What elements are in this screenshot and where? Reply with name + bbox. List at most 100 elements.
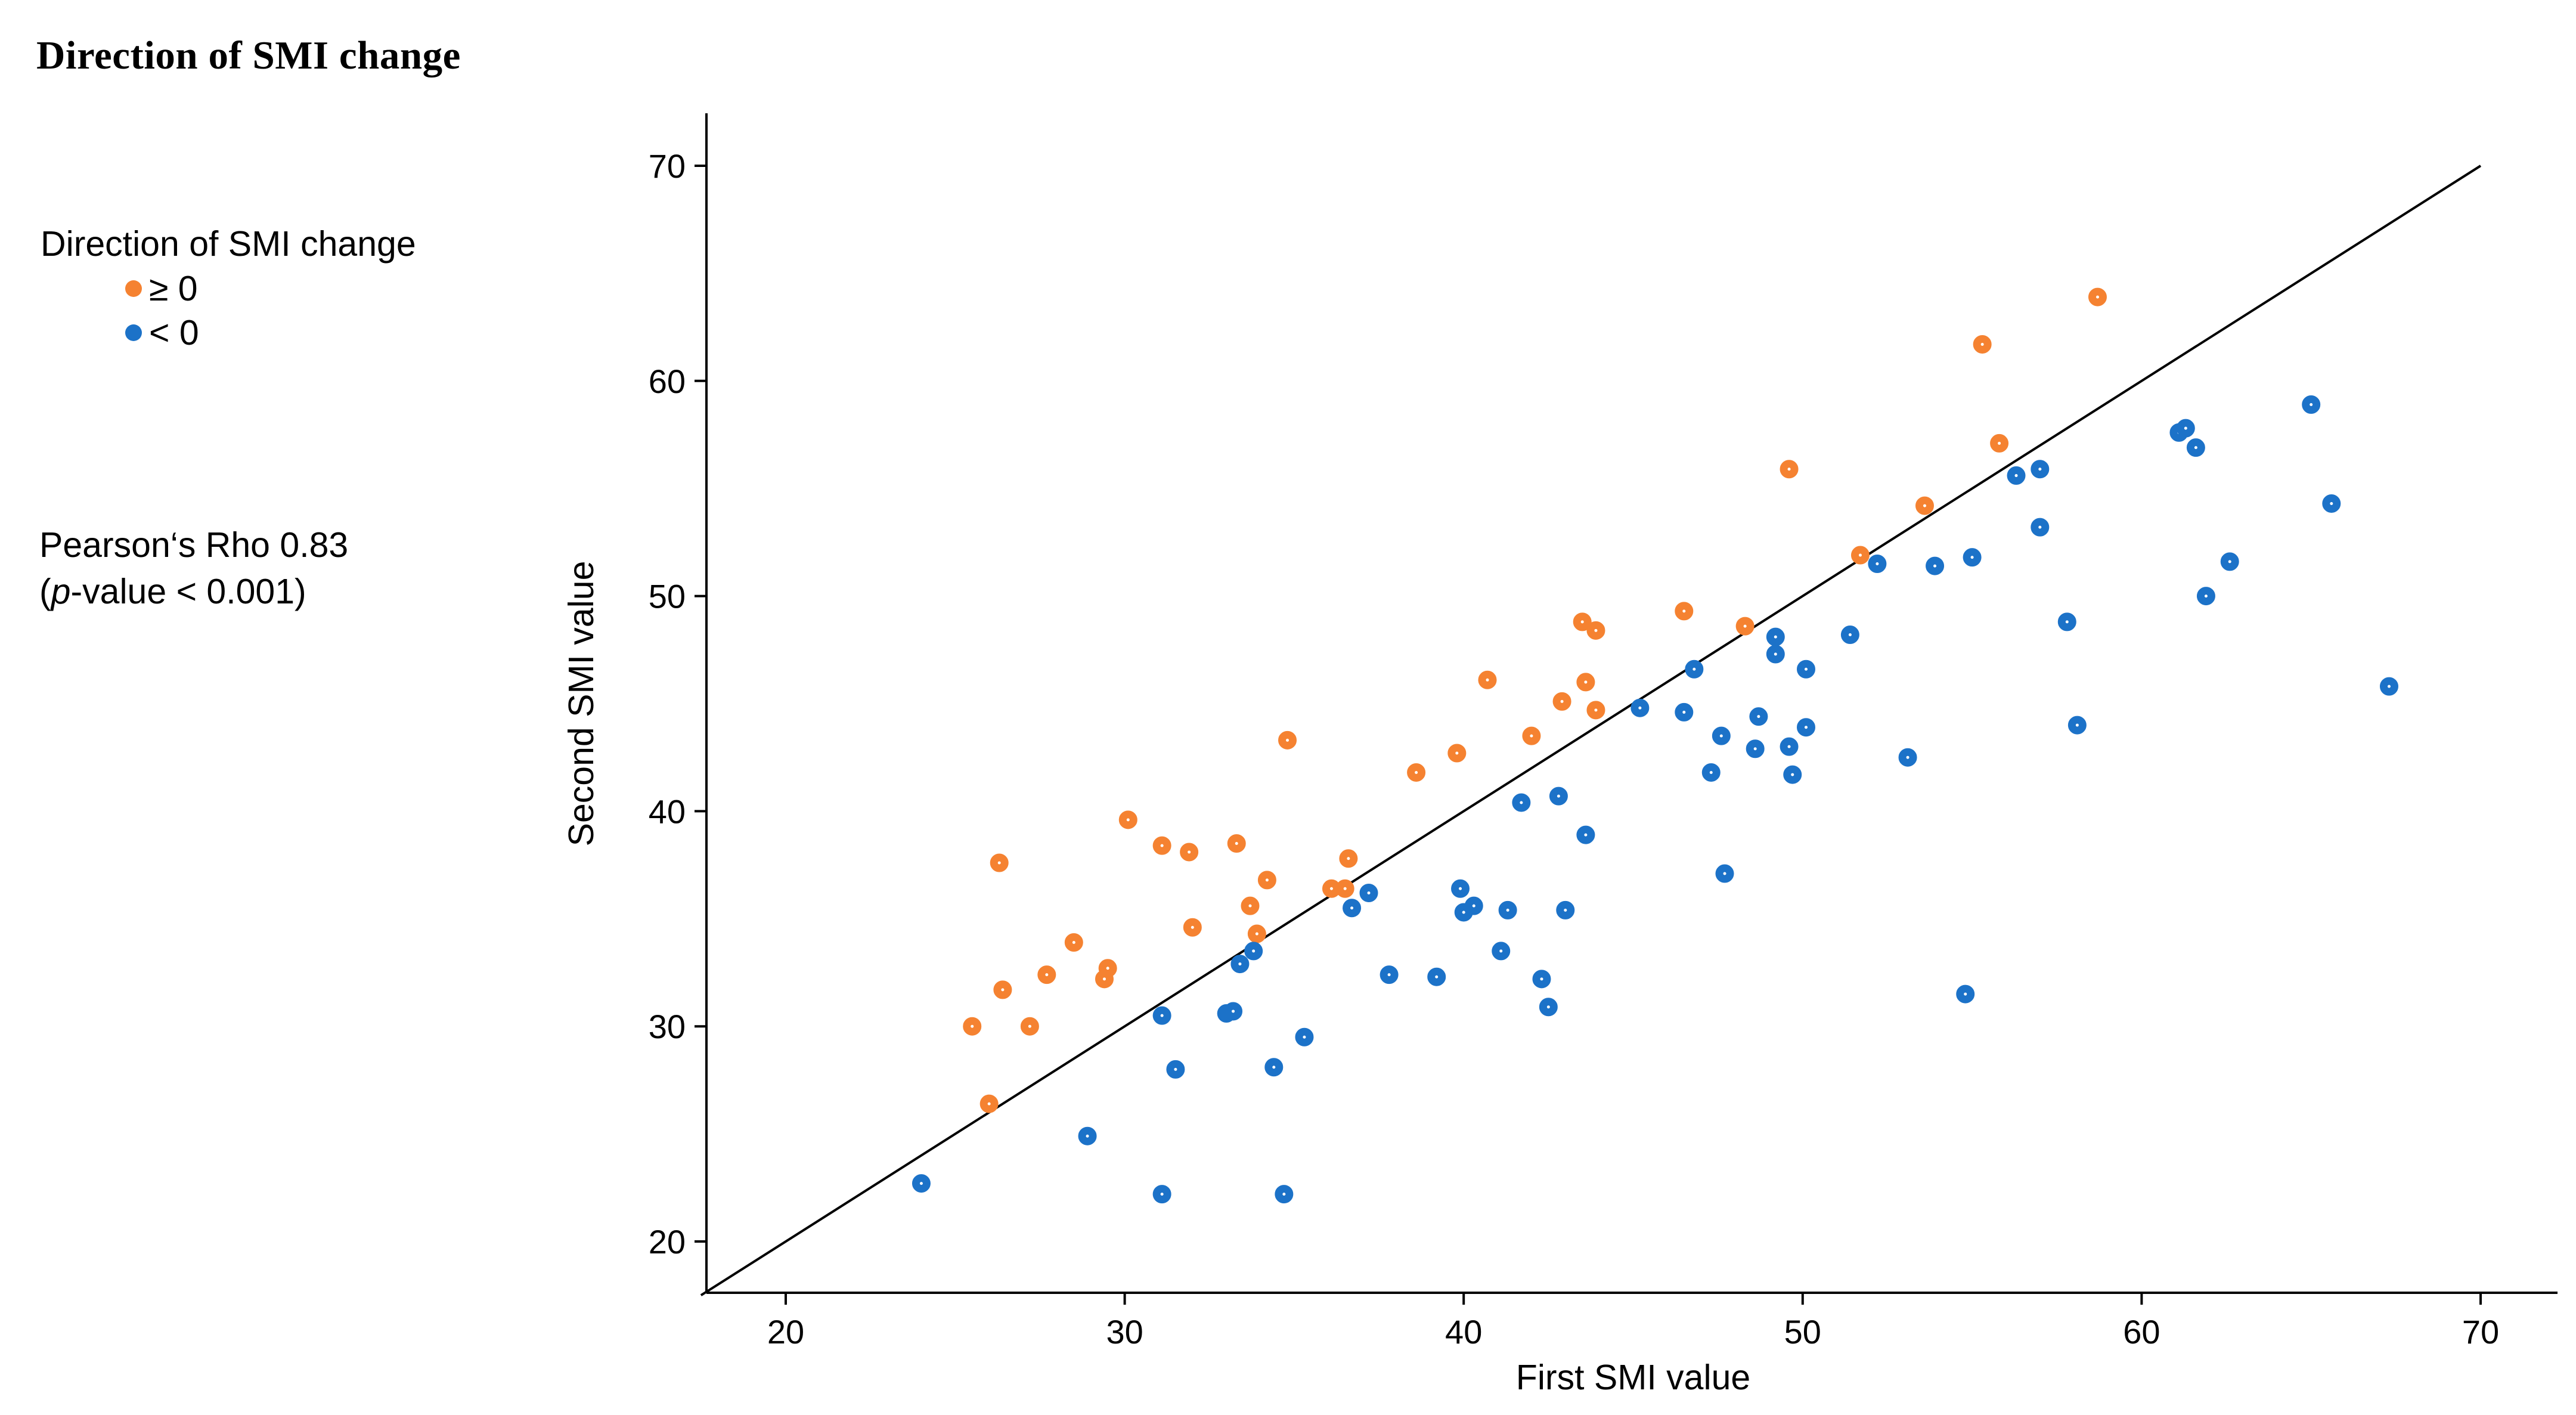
data-point-center [1272, 1066, 1276, 1069]
data-point-center [1350, 906, 1354, 910]
data-point-center [1459, 887, 1462, 890]
data-point-center [1906, 756, 1909, 759]
data-point-center [1045, 973, 1049, 977]
data-point-center [2204, 595, 2208, 598]
x-tick-label: 60 [2123, 1313, 2160, 1351]
series-positive [963, 287, 2107, 1113]
data-point-center [1723, 872, 1726, 875]
data-point-center [1286, 738, 1289, 742]
data-point-center [1682, 609, 1686, 613]
data-point-center [1174, 1067, 1177, 1071]
data-point-center [1499, 949, 1503, 953]
data-point-center [2310, 402, 2313, 406]
data-point-center [1933, 564, 1937, 568]
y-tick-label: 70 [649, 147, 686, 185]
data-point-center [1248, 904, 1252, 908]
page-title: Direction of SMI change [36, 33, 461, 78]
y-tick-label: 40 [649, 792, 686, 830]
data-point-center [2095, 295, 2099, 299]
data-point-center [1560, 699, 1564, 703]
data-point-center [1472, 904, 1475, 908]
x-axis-title: First SMI value [1516, 1358, 1750, 1397]
data-point-center [1415, 770, 1418, 774]
legend-label-positive: ≥ 0 [149, 269, 198, 308]
data-point-center [1980, 342, 1984, 346]
data-point-center [1086, 1134, 1089, 1138]
legend-item-positive: ≥ 0 [125, 268, 198, 309]
data-point-center [1998, 441, 2001, 445]
data-point-center [1774, 635, 1777, 639]
data-point-center [1106, 967, 1109, 970]
data-point-center [1719, 734, 1723, 738]
data-point-center [1455, 751, 1459, 755]
data-point-center [2075, 723, 2079, 727]
data-point-center [1557, 794, 1560, 798]
legend-item-negative: < 0 [125, 312, 199, 353]
data-point-center [1188, 850, 1191, 854]
data-point-center [1594, 708, 1598, 712]
data-point-center [2065, 620, 2069, 624]
data-point-center [997, 861, 1001, 865]
data-point-center [1435, 975, 1439, 979]
data-point-center [1506, 908, 1509, 912]
data-point-center [1638, 706, 1642, 710]
data-point-center [1252, 949, 1256, 953]
data-point-center [1876, 562, 1879, 565]
legend-label-negative: < 0 [149, 313, 199, 352]
data-point-center [2038, 525, 2042, 529]
data-point-center [1848, 633, 1852, 637]
x-tick-label: 40 [1445, 1313, 1482, 1351]
data-point-center [1753, 747, 1757, 751]
data-point-center [1160, 844, 1164, 847]
data-point-center [2330, 501, 2333, 505]
p-italic: p [51, 572, 71, 611]
y-tick-label: 20 [649, 1223, 686, 1261]
data-point-center [1804, 726, 1808, 729]
data-point-center [1265, 878, 1269, 882]
data-point-center [1682, 710, 1686, 714]
data-point-center [971, 1024, 974, 1028]
data-point-center [987, 1102, 991, 1106]
data-point-center [1232, 1010, 1235, 1013]
data-point-center [1787, 745, 1791, 748]
series-negative [912, 395, 2398, 1204]
data-point-center [1255, 932, 1258, 936]
data-point-center [1584, 833, 1588, 837]
data-point-center [1238, 962, 1242, 966]
data-point-center [1191, 925, 1194, 929]
data-point-center [1126, 818, 1130, 822]
data-point-center [1486, 678, 1489, 682]
y-tick-label: 30 [649, 1008, 686, 1045]
data-point-center [2184, 426, 2187, 430]
data-point-center [1774, 652, 1777, 656]
data-point-center [1804, 667, 1808, 671]
data-point-center [1235, 842, 1238, 846]
data-point-center [1923, 504, 1926, 507]
data-point-center [2038, 467, 2042, 471]
identity-reference-line [700, 165, 2482, 1296]
correlation-stats: Pearson‘s Rho 0.83 (p-value < 0.001) [39, 522, 348, 615]
data-point-center [1757, 715, 1760, 719]
p-value-text: (p-value < 0.001) [39, 572, 306, 611]
data-points [912, 287, 2398, 1204]
data-point-center [1564, 908, 1567, 912]
y-axis-title: Second SMI value [562, 561, 601, 847]
data-point-center [1343, 887, 1347, 890]
data-point-center [1462, 911, 1465, 914]
data-point-center [1540, 977, 1543, 981]
data-point-center [2014, 474, 2018, 478]
data-point-center [1858, 553, 1862, 557]
data-point-center [1329, 887, 1333, 890]
data-point-center [1160, 1193, 1164, 1196]
x-tick-label: 70 [2462, 1313, 2499, 1351]
data-point-center [1102, 977, 1106, 981]
data-point-center [1970, 556, 1974, 559]
data-point-center [1791, 773, 1794, 776]
legend-marker-positive [125, 280, 142, 297]
data-point-center [1787, 467, 1791, 471]
legend-marker-negative [125, 324, 142, 341]
data-point-center [919, 1182, 923, 1185]
data-point-center [1580, 620, 1584, 624]
data-point-center [1072, 940, 1075, 944]
